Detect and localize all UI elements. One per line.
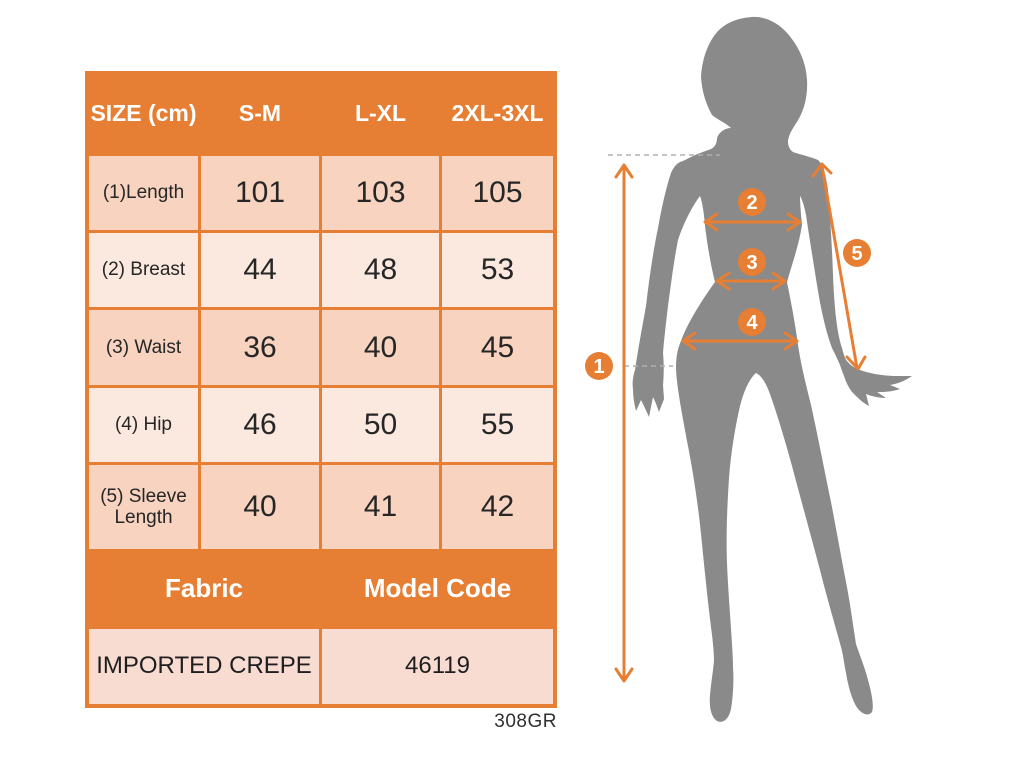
breast-value-sm: 44 [201,233,319,307]
sleeve-value-lxl: 41 [322,465,439,549]
length-value-2xl3xl: 105 [442,156,553,230]
measurement-figure: 1 2 3 4 5 [585,16,912,722]
body-silhouette [632,16,912,722]
hip-arrow [681,331,799,351]
table-header-size-2xl3xl: 2XL-3XL [442,75,553,153]
sleeve-value-sm: 40 [201,465,319,549]
hip-value-lxl: 50 [322,388,439,462]
row-label-hip: (4) Hip [89,388,198,462]
product-code: 308GR [494,711,557,732]
marker-3-waist: 3 [738,248,766,276]
size-table: SIZE (cm) S-M L-XL 2XL-3XL (1)Length 101… [85,71,557,708]
table-header-size-unit: SIZE (cm) [89,75,198,153]
model-code-header: Model Code [322,552,553,626]
marker-1-length: 1 [585,352,613,380]
hip-value-sm: 46 [201,388,319,462]
svg-text:2: 2 [746,192,757,214]
row-label-length: (1)Length [89,156,198,230]
fabric-value: IMPORTED CREPE [89,629,319,704]
waist-value-sm: 36 [201,310,319,385]
table-header-size-sm: S-M [201,75,319,153]
waist-value-lxl: 40 [322,310,439,385]
fabric-header: Fabric [89,552,319,626]
measurement-arrows [614,162,867,683]
svg-text:3: 3 [746,252,757,274]
model-code-value: 46119 [322,629,553,704]
length-value-sm: 101 [201,156,319,230]
length-value-lxl: 103 [322,156,439,230]
length-arrow [614,163,634,683]
breast-value-lxl: 48 [322,233,439,307]
marker-2-breast: 2 [738,188,766,216]
marker-4-hip: 4 [738,308,766,336]
hip-value-2xl3xl: 55 [442,388,553,462]
row-label-breast: (2) Breast [89,233,198,307]
breast-arrow [703,212,802,232]
waist-arrow [715,271,787,291]
waist-value-2xl3xl: 45 [442,310,553,385]
svg-text:1: 1 [593,356,604,378]
row-label-sleeve-length: (5) Sleeve Length [89,465,198,549]
table-header-size-lxl: L-XL [322,75,439,153]
svg-text:4: 4 [746,312,758,334]
sleeve-value-2xl3xl: 42 [442,465,553,549]
svg-text:5: 5 [851,243,862,265]
row-label-waist: (3) Waist [89,310,198,385]
sleeve-arrow [811,162,867,371]
breast-value-2xl3xl: 53 [442,233,553,307]
marker-5-sleeve: 5 [843,239,871,267]
